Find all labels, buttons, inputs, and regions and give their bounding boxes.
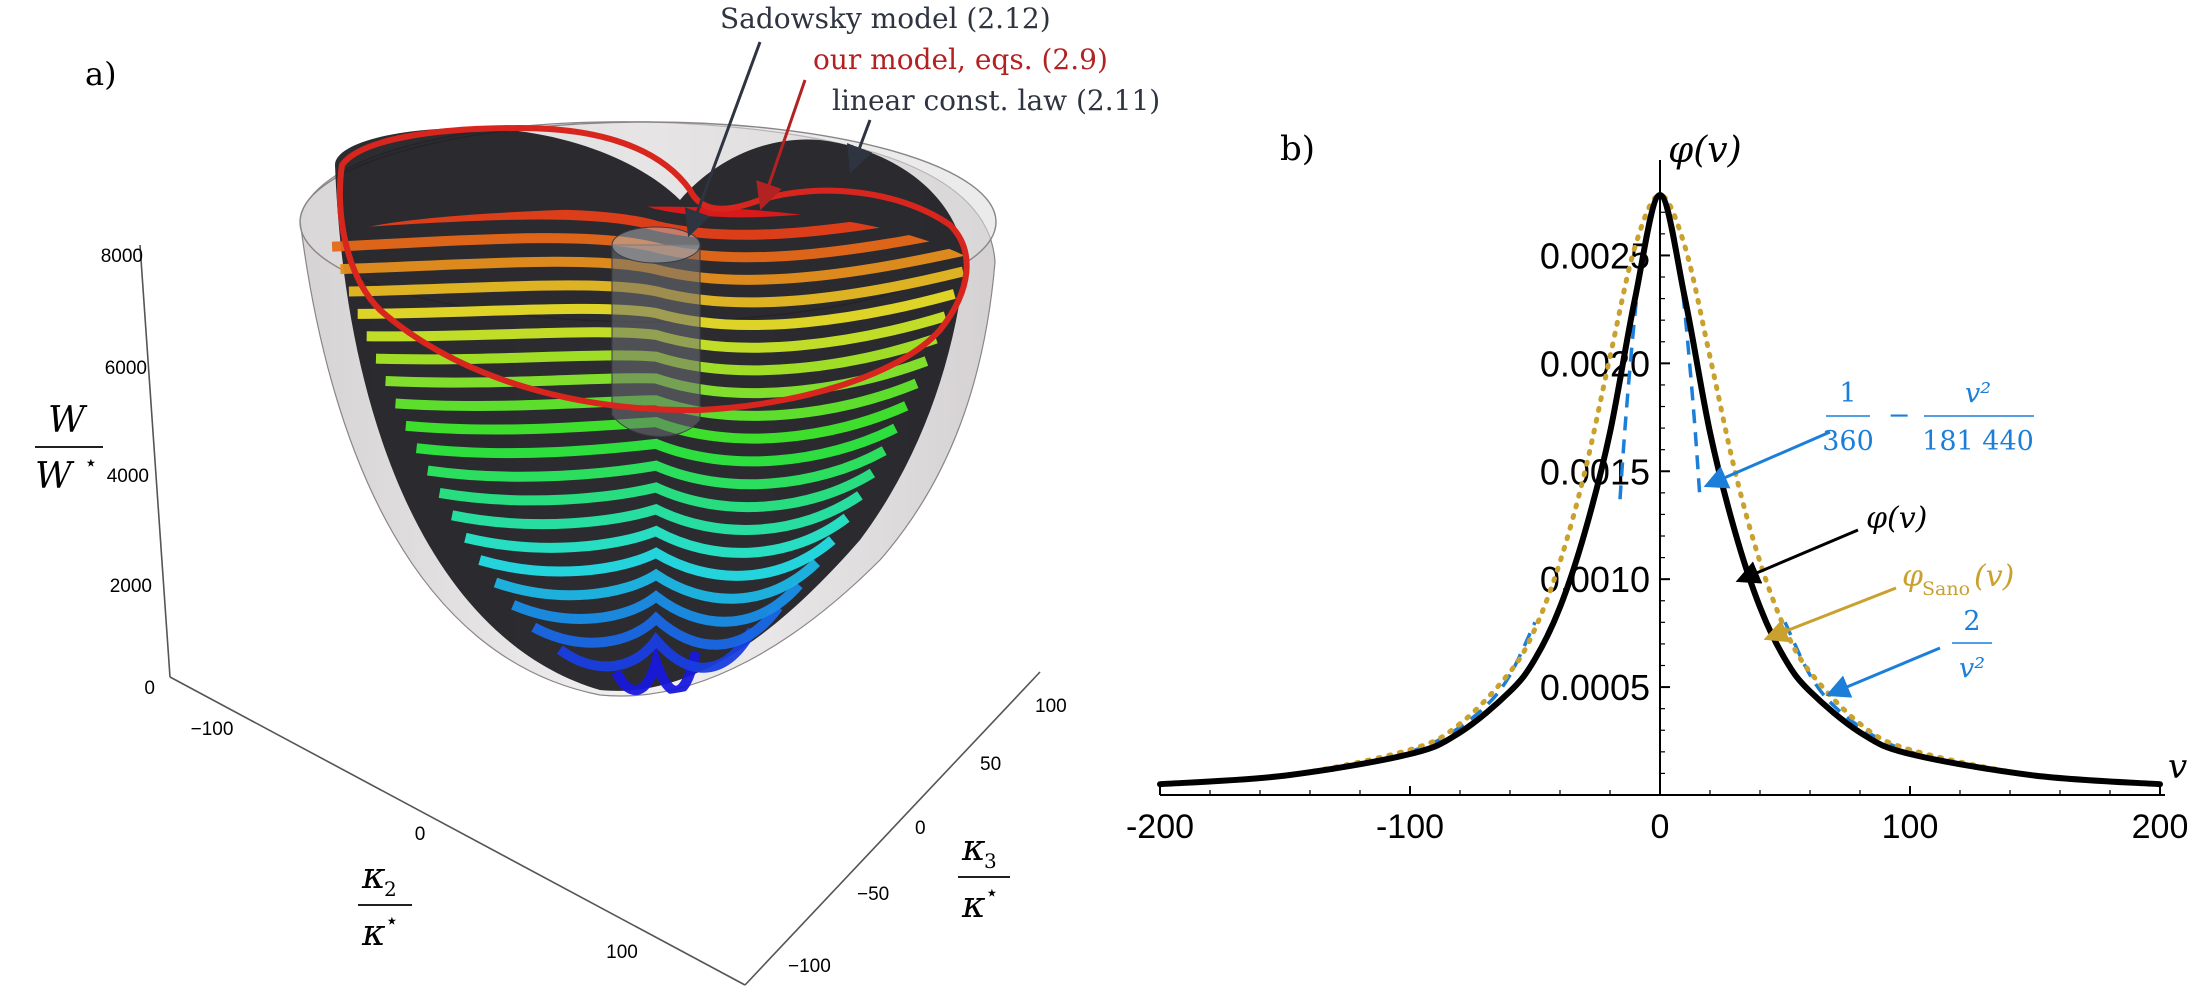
- contour-band: [427, 446, 887, 490]
- z-tick-8000: 8000: [101, 246, 143, 267]
- z-tick-0: 0: [144, 678, 155, 699]
- contour-band: [556, 627, 757, 673]
- our-model-rim: [336, 124, 970, 414]
- b-x-axis-label: v: [2168, 747, 2187, 787]
- asym-label: 2 v²: [1952, 606, 1992, 684]
- panel-b-annotations: 1 360 − v² 181 440 φ(v) φ Sano (v) 2 v²: [1703, 378, 2034, 698]
- panel-a-label: a): [85, 55, 117, 93]
- contour-band: [478, 536, 836, 581]
- asym-d: v²: [1959, 653, 1985, 684]
- x-axis-ticks: −100 0 100: [191, 719, 638, 963]
- z-label-num: W: [48, 400, 88, 441]
- panel-a-box-axes: [139, 244, 1041, 986]
- z-tick-2000: 2000: [110, 576, 152, 597]
- y-tick-label: 0.0025: [1540, 235, 1650, 276]
- phi-label: φ(v): [1866, 501, 1927, 536]
- contour-band: [464, 513, 850, 558]
- sano-sub: Sano: [1922, 578, 1970, 600]
- contour-band: [415, 423, 898, 467]
- z-label-den: W: [35, 456, 75, 497]
- z-tick-6000: 6000: [105, 358, 147, 379]
- x-tick-label: -200: [1126, 808, 1194, 846]
- series-line: [1159, 621, 1537, 786]
- y-label-den: κ: [961, 885, 986, 926]
- x-label-star: ⋆: [385, 909, 399, 934]
- sano-arg: (v): [1974, 559, 2014, 594]
- asym-arrow: [1825, 646, 1941, 698]
- sano-label: φ Sano (v): [1902, 559, 2014, 600]
- y-tick-0: 0: [915, 818, 926, 839]
- panel-a-annotations: Sadowsky model (2.12) our model, eqs. (2…: [684, 2, 1160, 238]
- asym-n: 2: [1963, 606, 1980, 637]
- contour-band: [438, 468, 876, 513]
- sano-phi: φ: [1902, 559, 1923, 594]
- x-tick-label: 100: [1882, 808, 1939, 846]
- y-tick-100: 100: [1035, 696, 1067, 717]
- x-label-sub: 2: [384, 877, 397, 901]
- panel-a: a) 0 2000 4000 6000 8000 −100 0 100 −100…: [35, 2, 1160, 986]
- x-tick-0: 0: [415, 824, 426, 845]
- contour-band: [451, 491, 863, 535]
- x-tick-label: -100: [1376, 808, 1444, 846]
- taylor-minus: −: [1888, 400, 1911, 431]
- taylor-d1: 360: [1822, 426, 1874, 457]
- y-axis-label: κ 3 κ ⋆: [958, 828, 1010, 926]
- sadowsky-arrow: [684, 41, 762, 238]
- panel-b: b) -200 -100 0 100 200 0.00050.00100.00150.0…: [1126, 129, 2188, 846]
- contour-band: [531, 604, 783, 650]
- z-axis-label: W W ⋆: [35, 400, 103, 497]
- z-tick-4000: 4000: [107, 466, 149, 487]
- contour-band: [611, 644, 701, 696]
- taylor-arrow: [1703, 430, 1831, 489]
- x-axis-label: κ 2 κ ⋆: [358, 856, 412, 954]
- sadowsky-label: Sadowsky model (2.12): [720, 2, 1051, 35]
- taylor-n1: 1: [1839, 378, 1856, 409]
- panel-b-label: b): [1280, 129, 1315, 169]
- y-tick-neg100: −100: [788, 956, 831, 977]
- taylor-d2: 181 440: [1922, 426, 2034, 457]
- b-curves: [1157, 192, 2163, 788]
- z-label-star: ⋆: [84, 451, 98, 476]
- y-label-sub: 3: [984, 849, 997, 873]
- y-label-star: ⋆: [985, 881, 999, 906]
- y-label-num: κ: [961, 828, 986, 869]
- x-tick-neg100: −100: [191, 719, 234, 740]
- b-x-ticks: -200 -100 0 100 200: [1126, 786, 2188, 846]
- series-line: [1157, 192, 2163, 787]
- our-model-label: our model, eqs. (2.9): [813, 43, 1108, 76]
- y-tick-label: 0.0005: [1540, 667, 1650, 708]
- x-tick-label: 0: [1651, 808, 1670, 846]
- contour-band: [493, 558, 821, 604]
- taylor-label: 1 360 − v² 181 440: [1822, 378, 2034, 457]
- series-line: [1783, 621, 2161, 786]
- y-tick-neg50: −50: [857, 884, 889, 905]
- x-label-num: κ: [361, 856, 386, 897]
- our-model-arrow: [756, 79, 807, 211]
- sano-arrow: [1763, 586, 1897, 643]
- x-label-den: κ: [361, 913, 386, 954]
- b-y-axis-label: φ(v): [1668, 130, 1742, 171]
- linear-arrow: [846, 119, 873, 174]
- taylor-n2: v²: [1965, 378, 1991, 409]
- y-tick-50: 50: [980, 754, 1001, 775]
- series-line: [1157, 192, 2163, 788]
- contour-band: [511, 581, 803, 627]
- linear-label: linear const. law (2.11): [832, 84, 1160, 117]
- y-tick-label: 0.0020: [1540, 343, 1650, 384]
- phi-arrow: [1735, 528, 1859, 584]
- z-axis-ticks: 0 2000 4000 6000 8000: [101, 246, 155, 699]
- y-axis-ticks: −100 −50 0 50 100: [788, 696, 1067, 977]
- sadowsky-cylinder: [611, 226, 701, 437]
- x-tick-label: 200: [2132, 808, 2189, 846]
- x-tick-100: 100: [606, 942, 638, 963]
